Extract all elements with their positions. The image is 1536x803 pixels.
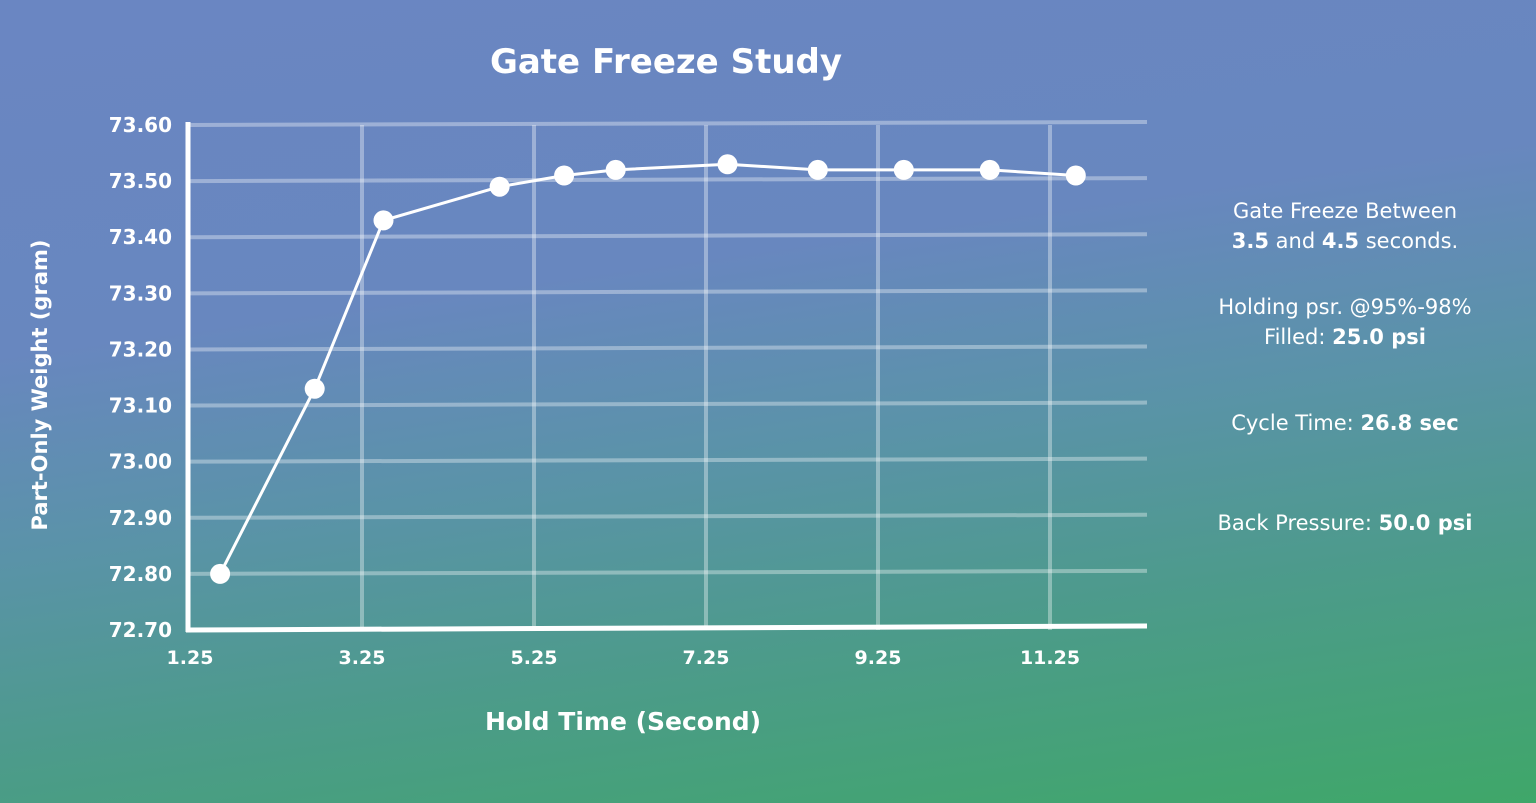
cycle-time-note: Cycle Time: 26.8 sec [1231, 411, 1459, 435]
data-point [979, 159, 1000, 180]
y-tick: 73.30 [109, 281, 172, 305]
h-grid-line [187, 512, 1148, 520]
data-point [210, 563, 231, 584]
back-pressure-note: Back Pressure: 50.0 psi [1217, 511, 1473, 535]
x-tick: 1.25 [167, 647, 214, 669]
h-grid-line [187, 344, 1148, 352]
x-tick: 11.25 [1020, 647, 1080, 669]
data-point [1065, 165, 1086, 186]
x-axis-label: Hold Time (Second) [485, 707, 762, 736]
y-tick: 73.00 [109, 450, 172, 474]
h-grid-line [187, 288, 1148, 296]
data-point [807, 159, 828, 180]
data-point [893, 159, 914, 180]
y-tick: 73.10 [109, 394, 172, 418]
y-tick: 72.70 [109, 618, 172, 642]
x-axis-line [185, 623, 1148, 633]
data-point [554, 165, 575, 186]
h-grid-line [187, 400, 1148, 408]
y-tick: 72.90 [109, 506, 172, 530]
x-tick-labels: 1.25 3.25 5.25 7.25 9.25 11.25 [167, 647, 1081, 669]
y-tick: 73.60 [109, 113, 172, 137]
gate-freeze-note: Gate Freeze Between 3.5 and 4.5 seconds. [1231, 199, 1459, 253]
data-point [373, 210, 394, 231]
series-line [218, 162, 1076, 575]
h-grid-line [187, 456, 1148, 464]
h-grid-line [187, 232, 1148, 240]
data-point [489, 176, 510, 197]
data-series [210, 154, 1086, 584]
h-grid-line [187, 568, 1148, 576]
y-tick-labels: 72.70 72.80 72.90 73.00 73.10 73.20 73.30 73.40… [109, 113, 172, 642]
h-grid-line [187, 176, 1148, 184]
x-tick: 3.25 [339, 647, 386, 669]
grid-lines [187, 120, 1148, 630]
chart-title: Gate Freeze Study [489, 42, 843, 82]
x-tick: 7.25 [683, 647, 730, 669]
x-tick: 5.25 [511, 647, 558, 669]
data-point [605, 159, 626, 180]
y-tick: 73.50 [109, 169, 172, 193]
axes [185, 122, 1148, 633]
holding-pressure-note: Holding psr. @95%-98% Filled: 25.0 psi [1218, 295, 1472, 349]
y-tick: 73.20 [109, 337, 172, 361]
x-tick: 9.25 [855, 647, 902, 669]
y-tick: 72.80 [109, 562, 172, 586]
h-grid-line [187, 120, 1148, 127]
data-point [717, 154, 738, 175]
y-tick: 73.40 [109, 225, 172, 249]
data-point [304, 378, 325, 399]
